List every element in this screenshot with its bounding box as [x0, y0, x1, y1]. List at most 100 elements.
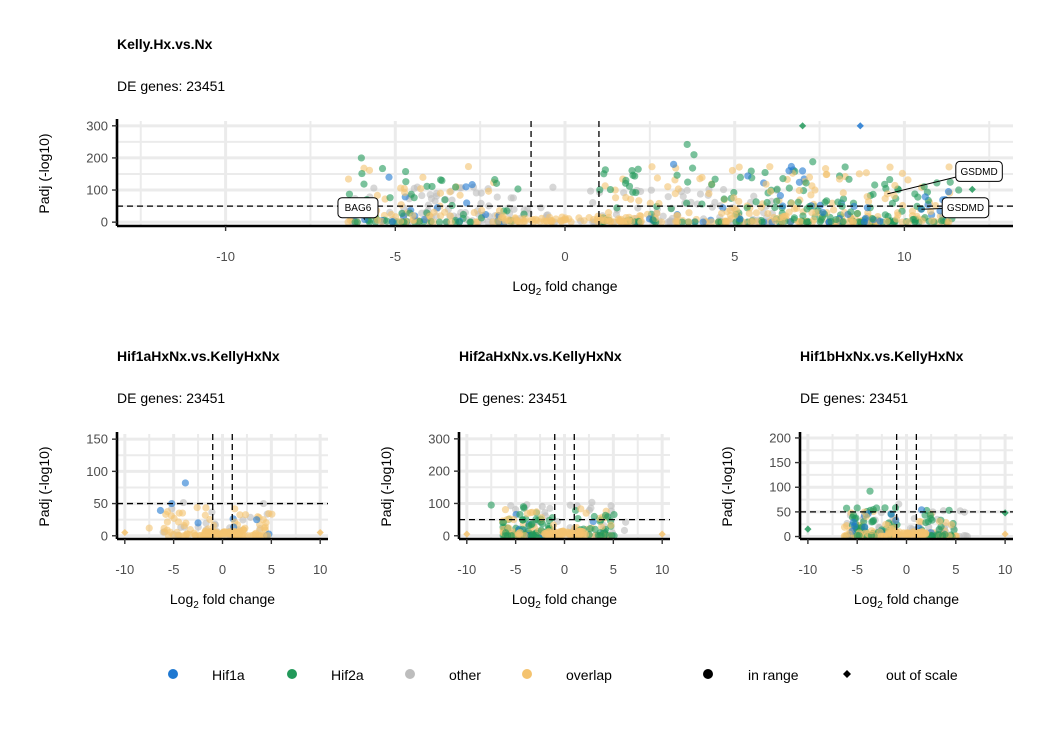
point-other [546, 504, 554, 512]
point-other [208, 508, 216, 516]
point-overlap [622, 213, 630, 222]
point-overlap [788, 199, 796, 207]
point-overlap [757, 203, 765, 211]
point-overlap [883, 217, 891, 225]
point-overlap [249, 531, 258, 539]
point-hif2a [881, 504, 889, 512]
point-overlap [886, 163, 894, 171]
x-axis-title: Log2 fold change [512, 591, 617, 611]
legend-key-in-range [703, 669, 713, 679]
point-other [448, 196, 456, 204]
point-hif2a [688, 164, 697, 172]
point-hif2a [574, 514, 582, 523]
point-hif1a [468, 181, 476, 189]
y-tick-label: 50 [777, 504, 791, 519]
point-overlap [882, 520, 890, 529]
point-other [586, 187, 595, 195]
x-tick-label: 5 [610, 562, 617, 577]
point-overlap [935, 517, 944, 525]
x-axis-title: Log2 fold change [854, 591, 959, 611]
y-axis-title: Padj (-log10) [36, 446, 52, 526]
point-hif2a [596, 532, 604, 540]
volcano-panel-4: Hif1bHxNx.vs.KellyHxNx DE genes: 23451 -10… [719, 348, 1013, 611]
point-hif2a [817, 216, 825, 224]
point-overlap [263, 532, 272, 540]
y-axis-title: Padj (-log10) [378, 446, 394, 526]
point-overlap [646, 199, 654, 207]
panel-subtitle: DE genes: 23451 [117, 390, 225, 406]
point-hif2a [451, 183, 460, 191]
point-other [664, 193, 672, 201]
point-hif2a [629, 171, 637, 179]
point-overlap [855, 170, 863, 178]
point-overlap [446, 188, 454, 196]
x-tick-label: -10 [457, 562, 476, 577]
point-other [589, 199, 597, 207]
point-hif2a [946, 178, 954, 186]
y-tick-label: 150 [86, 432, 108, 447]
legend: Hif1a Hif2a other overlap in range out of sca… [168, 667, 958, 683]
x-axis-title: Log2 fold change [170, 591, 275, 611]
point-overlap [648, 163, 656, 171]
x-tick-label: 5 [952, 562, 959, 577]
point-hif2a [514, 185, 522, 193]
legend-key-hif1a [168, 669, 178, 679]
point-other [524, 205, 532, 213]
point-overlap [577, 505, 585, 513]
point-overlap [265, 509, 273, 518]
legend-label-shape: in range [748, 667, 799, 683]
point-other [370, 184, 378, 192]
point-overlap [558, 527, 566, 536]
point-hif2a [773, 185, 781, 193]
point-overlap [255, 531, 263, 539]
point-overlap [419, 173, 427, 181]
point-overlap [484, 187, 493, 195]
point-overlap [812, 209, 820, 217]
point-overlap [752, 209, 761, 217]
point-overlap [397, 201, 405, 209]
point-overlap [180, 521, 188, 530]
point-hif2a [455, 218, 463, 226]
point-overlap [718, 209, 726, 217]
point-hif1a [385, 173, 393, 181]
legend-key-overlap [522, 669, 532, 679]
point-overlap-diamond [316, 528, 324, 537]
point-overlap [598, 213, 606, 221]
y-axis-title: Padj (-log10) [36, 133, 52, 213]
x-tick-label: 0 [561, 562, 568, 577]
point-overlap [822, 165, 830, 173]
point-hif2a [358, 169, 366, 178]
point-hif2a [532, 515, 540, 523]
legend-key-out-of-scale [843, 670, 851, 678]
point-overlap [231, 505, 239, 513]
point-hif2a [634, 165, 642, 173]
point-hif2a [590, 512, 598, 521]
point-hif1a [849, 518, 857, 526]
y-tick-label: 0 [101, 528, 108, 543]
point-overlap [890, 192, 898, 200]
x-tick-label: 0 [219, 562, 226, 577]
gridlines [459, 434, 670, 539]
gene-label-box [941, 197, 990, 219]
point-hif2a [383, 217, 391, 225]
point-hif2a [853, 209, 862, 218]
point-hif2a [487, 501, 495, 509]
point-hif2a [608, 532, 616, 540]
point-overlap [456, 191, 464, 199]
gene-label-bag6: BAG6 [337, 197, 379, 220]
point-hif2a [802, 179, 810, 187]
point-overlap [523, 509, 532, 518]
point-hif2a [629, 188, 637, 196]
point-hif1a [921, 193, 929, 201]
point-hif2a [601, 166, 609, 174]
point-other [622, 518, 630, 526]
point-hif1a [181, 479, 189, 487]
point-overlap [735, 197, 743, 206]
point-hif2a [866, 487, 874, 495]
point-overlap [201, 511, 209, 519]
point-overlap [495, 206, 504, 215]
point-hif2a [345, 190, 354, 198]
point-overlap [446, 212, 454, 220]
point-other [538, 502, 546, 511]
